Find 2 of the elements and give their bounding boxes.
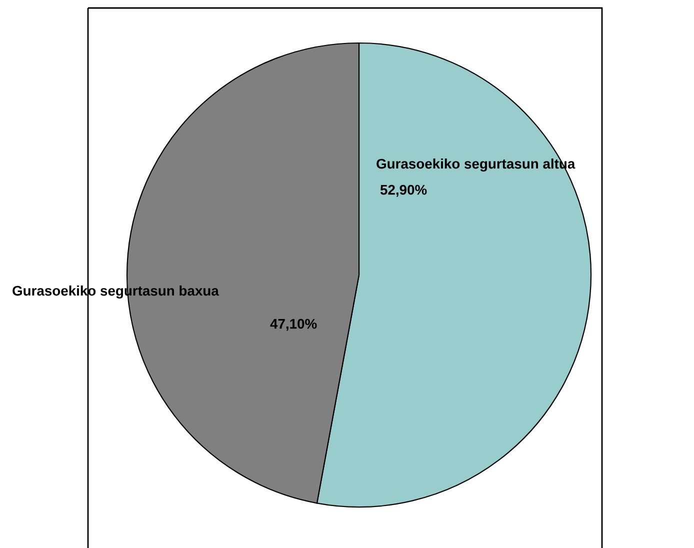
data-label: 52,90%: [380, 184, 427, 197]
data-label: 47,10%: [270, 318, 317, 331]
